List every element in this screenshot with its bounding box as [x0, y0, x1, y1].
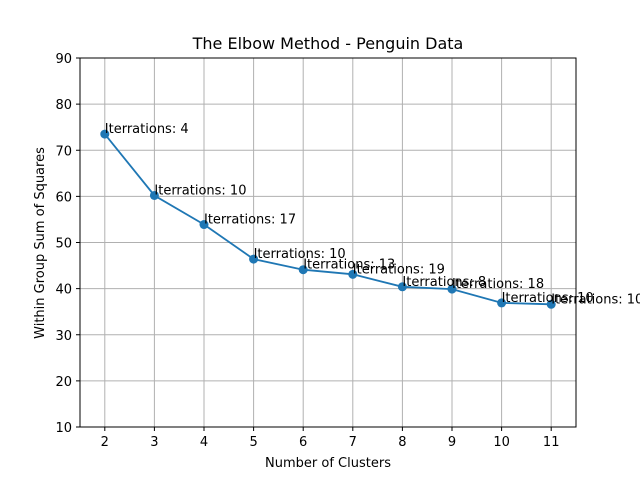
data-point — [199, 220, 209, 230]
data-label: Iterrations: 17 — [204, 213, 296, 228]
y-tick-label: 80 — [55, 98, 72, 113]
chart-title: The Elbow Method - Penguin Data — [192, 34, 464, 53]
y-axis-title: Within Group Sum of Squares — [33, 147, 48, 339]
data-points — [100, 129, 556, 309]
y-tick-label: 10 — [55, 421, 72, 436]
data-point — [497, 298, 507, 308]
data-label: Iterrations: 10 — [502, 291, 594, 306]
x-tick-label: 11 — [543, 435, 560, 450]
data-label: Iterrations: 4 — [105, 122, 189, 137]
grid-lines — [80, 57, 576, 428]
series-line-layer — [104, 133, 552, 306]
y-tick-label: 30 — [55, 329, 72, 344]
x-tick-label: 6 — [299, 435, 307, 450]
y-tick-label: 20 — [55, 375, 72, 390]
y-tick-label: 50 — [55, 237, 72, 252]
data-point — [447, 284, 457, 294]
data-label: Iterrations: 10 — [551, 292, 640, 307]
y-tick-label: 90 — [55, 52, 72, 67]
x-axis-title: Number of Clusters — [265, 456, 391, 471]
x-tick-label: 3 — [150, 435, 158, 450]
x-tick-label: 2 — [101, 435, 109, 450]
x-axis-ticks: 2 3 4 5 6 7 8 9 10 11 — [101, 427, 560, 450]
y-tick-label: 60 — [55, 190, 72, 205]
data-point — [249, 254, 259, 264]
data-point — [546, 299, 556, 309]
data-label: Iterrations: 19 — [353, 262, 445, 277]
x-tick-label: 7 — [349, 435, 357, 450]
data-point — [100, 129, 110, 139]
data-label: Iterrations: 8 — [402, 275, 486, 290]
series-line — [104, 133, 552, 306]
data-label: Iterrations: 10 — [254, 247, 346, 262]
y-tick-label: 40 — [55, 283, 72, 298]
x-tick-label: 9 — [448, 435, 456, 450]
x-tick-label: 8 — [398, 435, 406, 450]
x-tick-label: 4 — [200, 435, 208, 450]
x-tick-label: 5 — [249, 435, 257, 450]
data-point — [149, 190, 159, 200]
data-label: Iterrations: 18 — [452, 277, 544, 292]
data-point — [298, 265, 308, 275]
data-label: Iterrations: 13 — [303, 258, 395, 273]
data-point — [397, 282, 407, 292]
data-label: Iterrations: 10 — [154, 183, 246, 198]
y-tick-label: 70 — [55, 144, 72, 159]
data-point — [348, 269, 358, 279]
x-tick-label: 10 — [493, 435, 510, 450]
y-axis-ticks: 10 20 30 40 50 60 70 80 90 — [55, 52, 80, 436]
